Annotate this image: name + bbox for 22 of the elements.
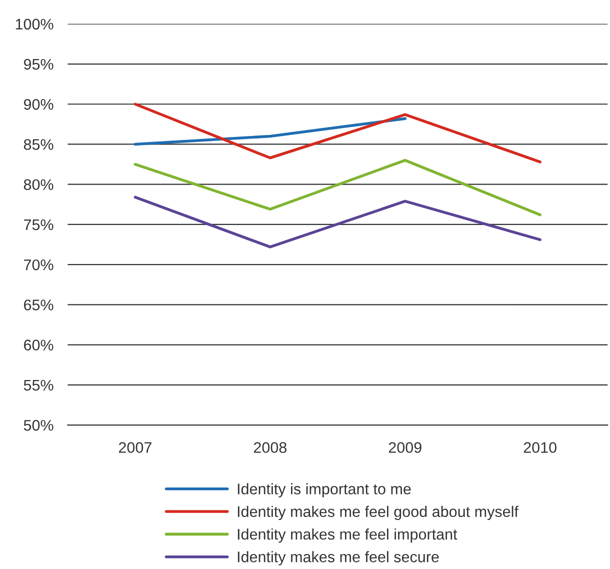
y-tick-label: 60% [24,340,54,350]
x-tick-label: 2008 [254,442,286,453]
y-tick-label: 50% [24,420,54,431]
legend-label: Identity is important to me [238,483,411,498]
y-tick-label: 100% [16,18,54,30]
line-series [134,158,542,216]
y-tick-label: 70% [24,259,54,270]
y-tick-label: 95% [24,58,54,70]
x-tick-label: 2010 [524,442,556,453]
legend-label: Identity makes me feel good about myself [238,506,518,520]
y-tick-label: 80% [24,179,54,190]
y-tick-label: 65% [24,300,54,310]
y-tick-label: 55% [24,380,54,391]
x-tick-label: 2007 [118,442,152,453]
line-series [134,196,542,248]
x-tick-label: 2009 [388,442,422,453]
legend-label: Identity makes me feel secure [238,551,439,566]
y-tick-label: 75% [24,219,54,230]
y-tick-label: 90% [24,98,54,110]
line-series [134,102,542,164]
legend-label: Identity makes me feel important [238,528,458,543]
y-tick-label: 85% [24,139,54,150]
